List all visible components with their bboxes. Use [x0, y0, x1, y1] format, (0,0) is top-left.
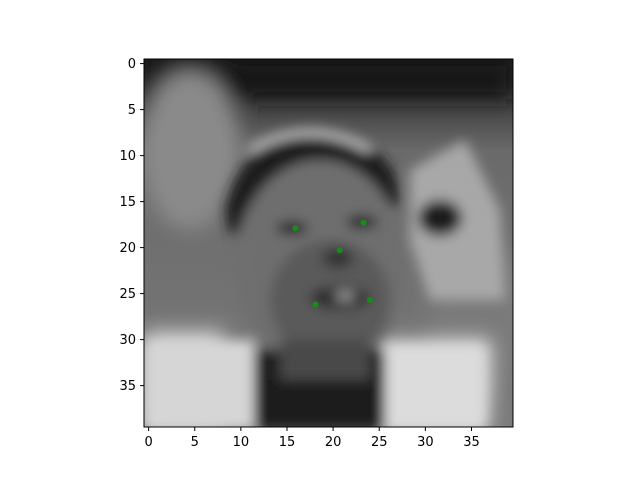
x-tick-label: 5 [191, 435, 199, 450]
landmark-points [292, 219, 374, 308]
landmark-point [360, 219, 367, 226]
x-tick-label: 0 [144, 435, 152, 450]
y-tick-label: 35 [119, 379, 136, 394]
y-axis-ticks: 0 5 10 15 20 25 30 35 [119, 57, 144, 394]
x-tick-label: 15 [279, 435, 296, 450]
y-tick-label: 30 [119, 333, 136, 348]
x-tick-label: 25 [371, 435, 388, 450]
y-tick-label: 15 [119, 195, 136, 210]
x-axis-ticks: 0 5 10 15 20 25 30 35 [144, 427, 480, 450]
landmark-point [292, 225, 299, 232]
y-tick-label: 25 [119, 287, 136, 302]
axes-frame [143, 58, 514, 428]
y-tick-label: 5 [128, 103, 136, 118]
face-image [144, 59, 513, 427]
y-tick-label: 10 [119, 149, 136, 164]
landmark-point [367, 297, 374, 304]
landmark-point [312, 301, 319, 308]
x-tick-label: 30 [417, 435, 434, 450]
y-tick-label: 20 [119, 241, 136, 256]
y-tick-label: 0 [128, 57, 136, 72]
x-tick-label: 10 [233, 435, 250, 450]
landmark-point [336, 247, 343, 254]
x-tick-label: 20 [325, 435, 342, 450]
x-tick-label: 35 [463, 435, 480, 450]
